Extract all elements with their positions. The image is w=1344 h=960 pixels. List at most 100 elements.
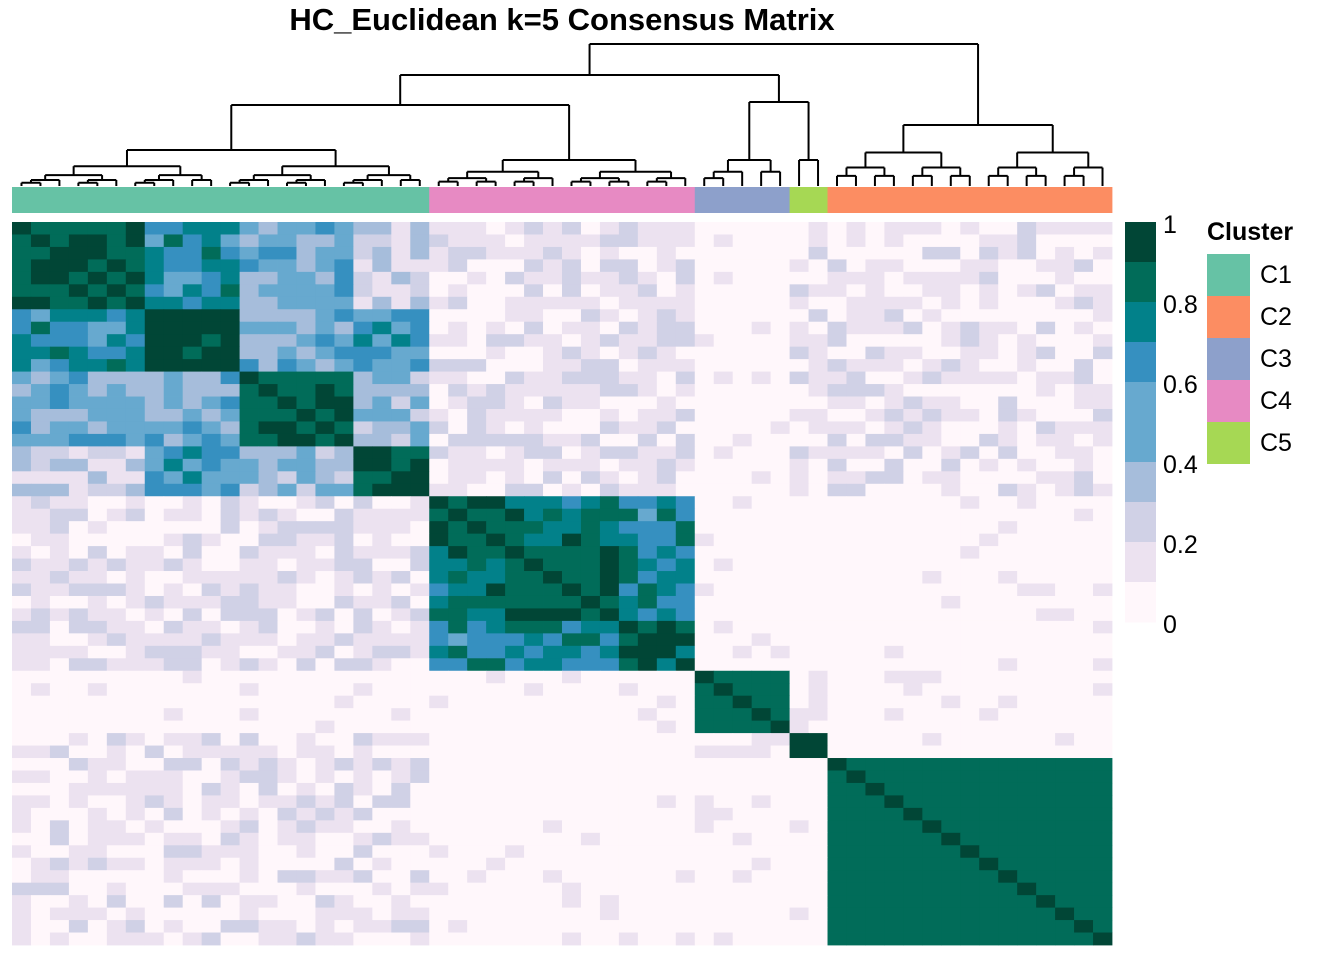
heatmap-cell xyxy=(315,334,335,348)
heatmap-cell xyxy=(1036,222,1056,235)
heatmap-cell xyxy=(125,770,146,784)
heatmap-cell xyxy=(1055,334,1075,348)
heatmap-cell xyxy=(846,421,866,435)
heatmap-cell xyxy=(732,359,753,372)
heatmap-cell xyxy=(998,733,1018,746)
heatmap-cell xyxy=(467,384,487,397)
heatmap-cell xyxy=(429,433,449,447)
heatmap-cell xyxy=(315,608,335,622)
heatmap-cell xyxy=(1036,296,1056,310)
heatmap-cell xyxy=(372,820,392,834)
heatmap-cell xyxy=(884,496,904,510)
heatmap-cell xyxy=(524,334,544,348)
heatmap-cell xyxy=(1074,496,1094,510)
heatmap-cell xyxy=(903,857,923,871)
heatmap-cell xyxy=(543,334,563,348)
heatmap-cell xyxy=(12,309,32,323)
heatmap-cell xyxy=(201,571,222,584)
heatmap-cell xyxy=(846,533,866,547)
heatmap-cell xyxy=(865,770,885,784)
heatmap-cell xyxy=(770,620,790,634)
heatmap-cell xyxy=(296,384,316,397)
heatmap-cell xyxy=(960,359,980,372)
heatmap-cell xyxy=(770,695,790,709)
heatmap-cell xyxy=(580,408,601,422)
heatmap-cell xyxy=(675,222,696,235)
cluster-annotation-c5 xyxy=(789,187,828,213)
heatmap-cell xyxy=(960,745,980,759)
heatmap-cell xyxy=(1055,396,1075,410)
heatmap-cell xyxy=(562,309,582,323)
heatmap-cell xyxy=(125,932,146,946)
heatmap-cell xyxy=(865,670,885,684)
heatmap-cell xyxy=(808,571,828,584)
heatmap-cell xyxy=(713,708,734,722)
heatmap-cell xyxy=(334,907,354,921)
heatmap-cell xyxy=(182,271,203,285)
heatmap-cell xyxy=(998,695,1018,709)
heatmap-cell xyxy=(637,870,658,884)
heatmap-cell xyxy=(277,620,297,634)
heatmap-cell xyxy=(296,222,316,235)
heatmap-cell xyxy=(220,571,240,584)
heatmap-cell xyxy=(637,782,658,796)
legend-swatch xyxy=(1207,380,1250,422)
heatmap-cell xyxy=(201,882,222,896)
heatmap-cell xyxy=(846,807,866,821)
heatmap-cell xyxy=(410,832,430,846)
heatmap-cell xyxy=(543,807,563,821)
heatmap-cell xyxy=(675,708,696,722)
heatmap-cell xyxy=(808,222,828,235)
heatmap-cell xyxy=(1074,633,1094,647)
heatmap-cell xyxy=(30,620,51,634)
heatmap-cell xyxy=(979,296,999,310)
heatmap-cell xyxy=(1055,296,1075,310)
heatmap-cell xyxy=(239,396,259,410)
heatmap-cell xyxy=(277,359,297,372)
heatmap-cell xyxy=(87,483,108,497)
heatmap-cell xyxy=(258,670,278,684)
heatmap-cell xyxy=(637,633,658,647)
heatmap-cell xyxy=(884,845,904,859)
heatmap-cell xyxy=(543,695,563,709)
heatmap-cell xyxy=(732,222,753,235)
heatmap-cell xyxy=(182,620,203,634)
heatmap-cell xyxy=(353,334,373,348)
heatmap-cell xyxy=(656,296,677,310)
heatmap-cell xyxy=(903,645,923,659)
heatmap-cell xyxy=(258,595,278,609)
heatmap-cell xyxy=(353,471,373,485)
heatmap-cell xyxy=(960,346,980,360)
heatmap-cell xyxy=(618,857,639,871)
heatmap-cell xyxy=(410,234,430,248)
heatmap-cell xyxy=(505,620,525,634)
heatmap-cell xyxy=(391,533,411,547)
heatmap-cell xyxy=(618,633,639,647)
heatmap-cell xyxy=(789,733,809,746)
heatmap-cell xyxy=(353,396,373,410)
heatmap-cell xyxy=(808,471,828,485)
heatmap-cell xyxy=(543,296,563,310)
heatmap-cell xyxy=(106,633,127,647)
heatmap-cell xyxy=(125,720,146,734)
heatmap-cell xyxy=(1093,346,1113,360)
heatmap-cell xyxy=(941,446,961,460)
heatmap-cell xyxy=(30,284,51,298)
heatmap-cell xyxy=(656,471,677,485)
heatmap-cell xyxy=(353,321,373,335)
heatmap-cell xyxy=(808,309,828,323)
heatmap-cell xyxy=(410,770,430,784)
heatmap-cell xyxy=(732,521,753,535)
heatmap-cell xyxy=(979,396,999,410)
heatmap-cell xyxy=(296,234,316,248)
heatmap-cell xyxy=(903,907,923,921)
heatmap-cell xyxy=(599,907,620,921)
heatmap-cell xyxy=(12,932,32,946)
heatmap-cell xyxy=(125,870,146,884)
heatmap-cell xyxy=(144,296,165,310)
heatmap-cell xyxy=(694,309,715,323)
heatmap-cell xyxy=(1093,658,1113,672)
heatmap-cell xyxy=(808,496,828,510)
heatmap-cell xyxy=(334,471,354,485)
heatmap-cell xyxy=(903,346,923,360)
